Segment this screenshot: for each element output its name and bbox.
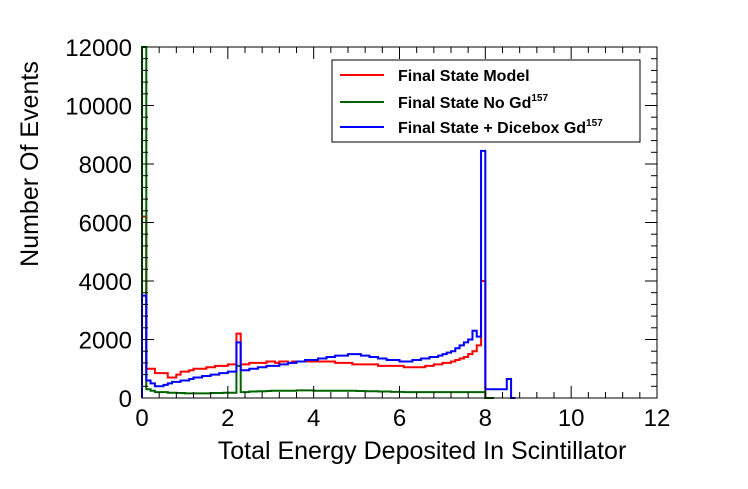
- y-tick-label: 4000: [79, 269, 132, 296]
- legend-entry-dicebox-gd157: Final State + Dicebox Gd157: [340, 118, 603, 137]
- tick-labels: 0 2 4 6 8 10 12 0 2000 4000 6000 8000 10000 12000: [65, 35, 670, 432]
- y-tick-label: 2000: [79, 328, 132, 355]
- x-tick-label: 10: [558, 405, 585, 432]
- axis-ticks: [141, 46, 658, 399]
- x-tick-label: 8: [479, 405, 492, 432]
- series-layer: [141, 46, 516, 399]
- y-axis-label: Number Of Events: [16, 61, 44, 267]
- legend-entry-no-gd157: Final State No Gd157: [340, 93, 548, 112]
- y-tick-label: 12000: [65, 35, 132, 62]
- legend: Final State Model Final State No Gd157 F…: [331, 59, 641, 143]
- x-tick-label: 12: [644, 405, 671, 432]
- x-tick-label: 6: [393, 405, 406, 432]
- x-tick-label: 2: [221, 405, 234, 432]
- series-final-state-dicebox-gd157: [141, 149, 516, 399]
- y-tick-label: 10000: [65, 94, 132, 121]
- legend-label-no-gd157: Final State No Gd157: [398, 93, 548, 112]
- series-final-state-model: [141, 215, 494, 399]
- x-tick-label: 0: [135, 405, 148, 432]
- y-tick-label: 0: [119, 386, 132, 413]
- x-tick-label: 4: [307, 405, 320, 432]
- legend-label-dicebox-gd157: Final State + Dicebox Gd157: [398, 118, 603, 137]
- series-final-state-no-gd157: [141, 46, 494, 399]
- legend-label-final-state-model: Final State Model: [398, 68, 530, 85]
- legend-entry-final-state-model: Final State Model: [340, 68, 530, 85]
- x-axis-label: Total Energy Deposited In Scintillator: [218, 437, 627, 465]
- y-tick-label: 6000: [79, 211, 132, 238]
- y-tick-label: 8000: [79, 152, 132, 179]
